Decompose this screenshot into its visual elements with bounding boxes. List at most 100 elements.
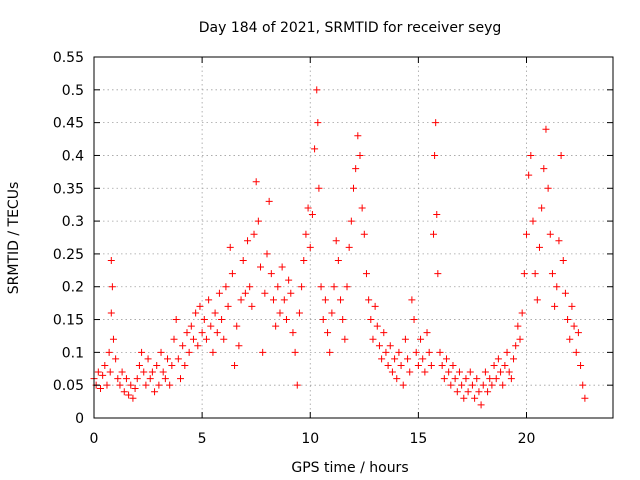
data-point [257,263,265,271]
data-point [518,309,526,317]
data-point [553,283,561,291]
data-point [419,355,427,363]
data-point [464,388,472,396]
data-point [462,375,470,383]
data-point [432,119,440,127]
data-point [505,368,513,376]
data-point [103,381,111,389]
data-point [308,211,316,219]
data-point [302,230,310,238]
y-tick-label: 0.55 [53,50,84,66]
y-tick-label: 0.05 [53,378,84,394]
data-point [321,296,329,304]
data-point [183,329,191,337]
data-point [319,316,327,324]
data-point [412,348,420,356]
data-point [127,381,135,389]
data-point [107,256,115,264]
y-tick-label: 0.4 [62,148,84,164]
data-point [449,361,457,369]
data-point [189,335,197,343]
y-tick-label: 0.1 [62,345,84,361]
data-point [300,256,308,264]
data-point [174,355,182,363]
data-point [116,381,124,389]
data-point [466,368,474,376]
data-point [574,329,582,337]
data-point [352,165,360,173]
data-point [430,230,438,238]
data-point [313,86,321,94]
data-point [177,375,184,383]
data-point [196,302,204,310]
data-point [261,289,269,297]
data-point [488,381,496,389]
data-point [200,316,208,324]
x-tick-label: 20 [518,431,536,447]
data-point [131,384,139,392]
data-point [209,348,217,356]
data-point [358,204,366,212]
data-point [317,283,325,291]
data-point [438,361,446,369]
y-tick-label: 0.3 [62,214,84,230]
data-point [425,348,433,356]
data-point [427,361,435,369]
data-point [477,401,485,409]
data-point [386,342,394,350]
data-point [473,375,481,383]
y-tick-label: 0.2 [62,280,84,296]
data-point [328,309,336,317]
data-point [433,211,441,219]
data-point [577,361,585,369]
chart-title: Day 184 of 2021, SRMTID for receiver sey… [199,20,502,36]
data-point [289,329,297,337]
data-point [360,230,368,238]
data-point [244,237,252,245]
data-point [192,309,200,317]
data-point [118,368,126,376]
data-point [564,316,572,324]
data-point [293,381,301,389]
plot-frame [93,56,614,419]
data-point [272,322,280,330]
data-point [561,289,569,297]
data-point [533,296,541,304]
data-point [367,316,375,324]
data-point [540,165,548,173]
data-point [486,375,494,383]
data-point [499,381,507,389]
x-tick-label: 10 [301,431,319,447]
data-point [568,302,576,310]
data-point [512,342,520,350]
x-tick-label: 5 [198,431,207,447]
data-point [572,348,580,356]
data-point [218,316,226,324]
data-point [523,230,530,238]
data-point [546,230,554,238]
data-point [241,289,249,297]
data-point [514,322,522,330]
data-point [468,381,476,389]
data-point [542,125,550,133]
data-point [267,270,275,278]
data-point [122,375,130,383]
data-point [362,270,370,278]
data-point [378,355,386,363]
data-point [133,375,141,383]
data-point [475,388,483,396]
data-point [166,381,174,389]
data-point [527,151,535,159]
data-point [198,329,206,337]
y-tick-label: 0.45 [53,116,84,132]
data-point [557,151,565,159]
data-point [146,375,154,383]
data-point [181,361,189,369]
data-point [334,256,342,264]
data-point [202,335,210,343]
data-point [544,184,552,192]
data-point [408,296,416,304]
data-point [455,368,463,376]
data-point [231,361,239,369]
data-point [207,322,215,330]
